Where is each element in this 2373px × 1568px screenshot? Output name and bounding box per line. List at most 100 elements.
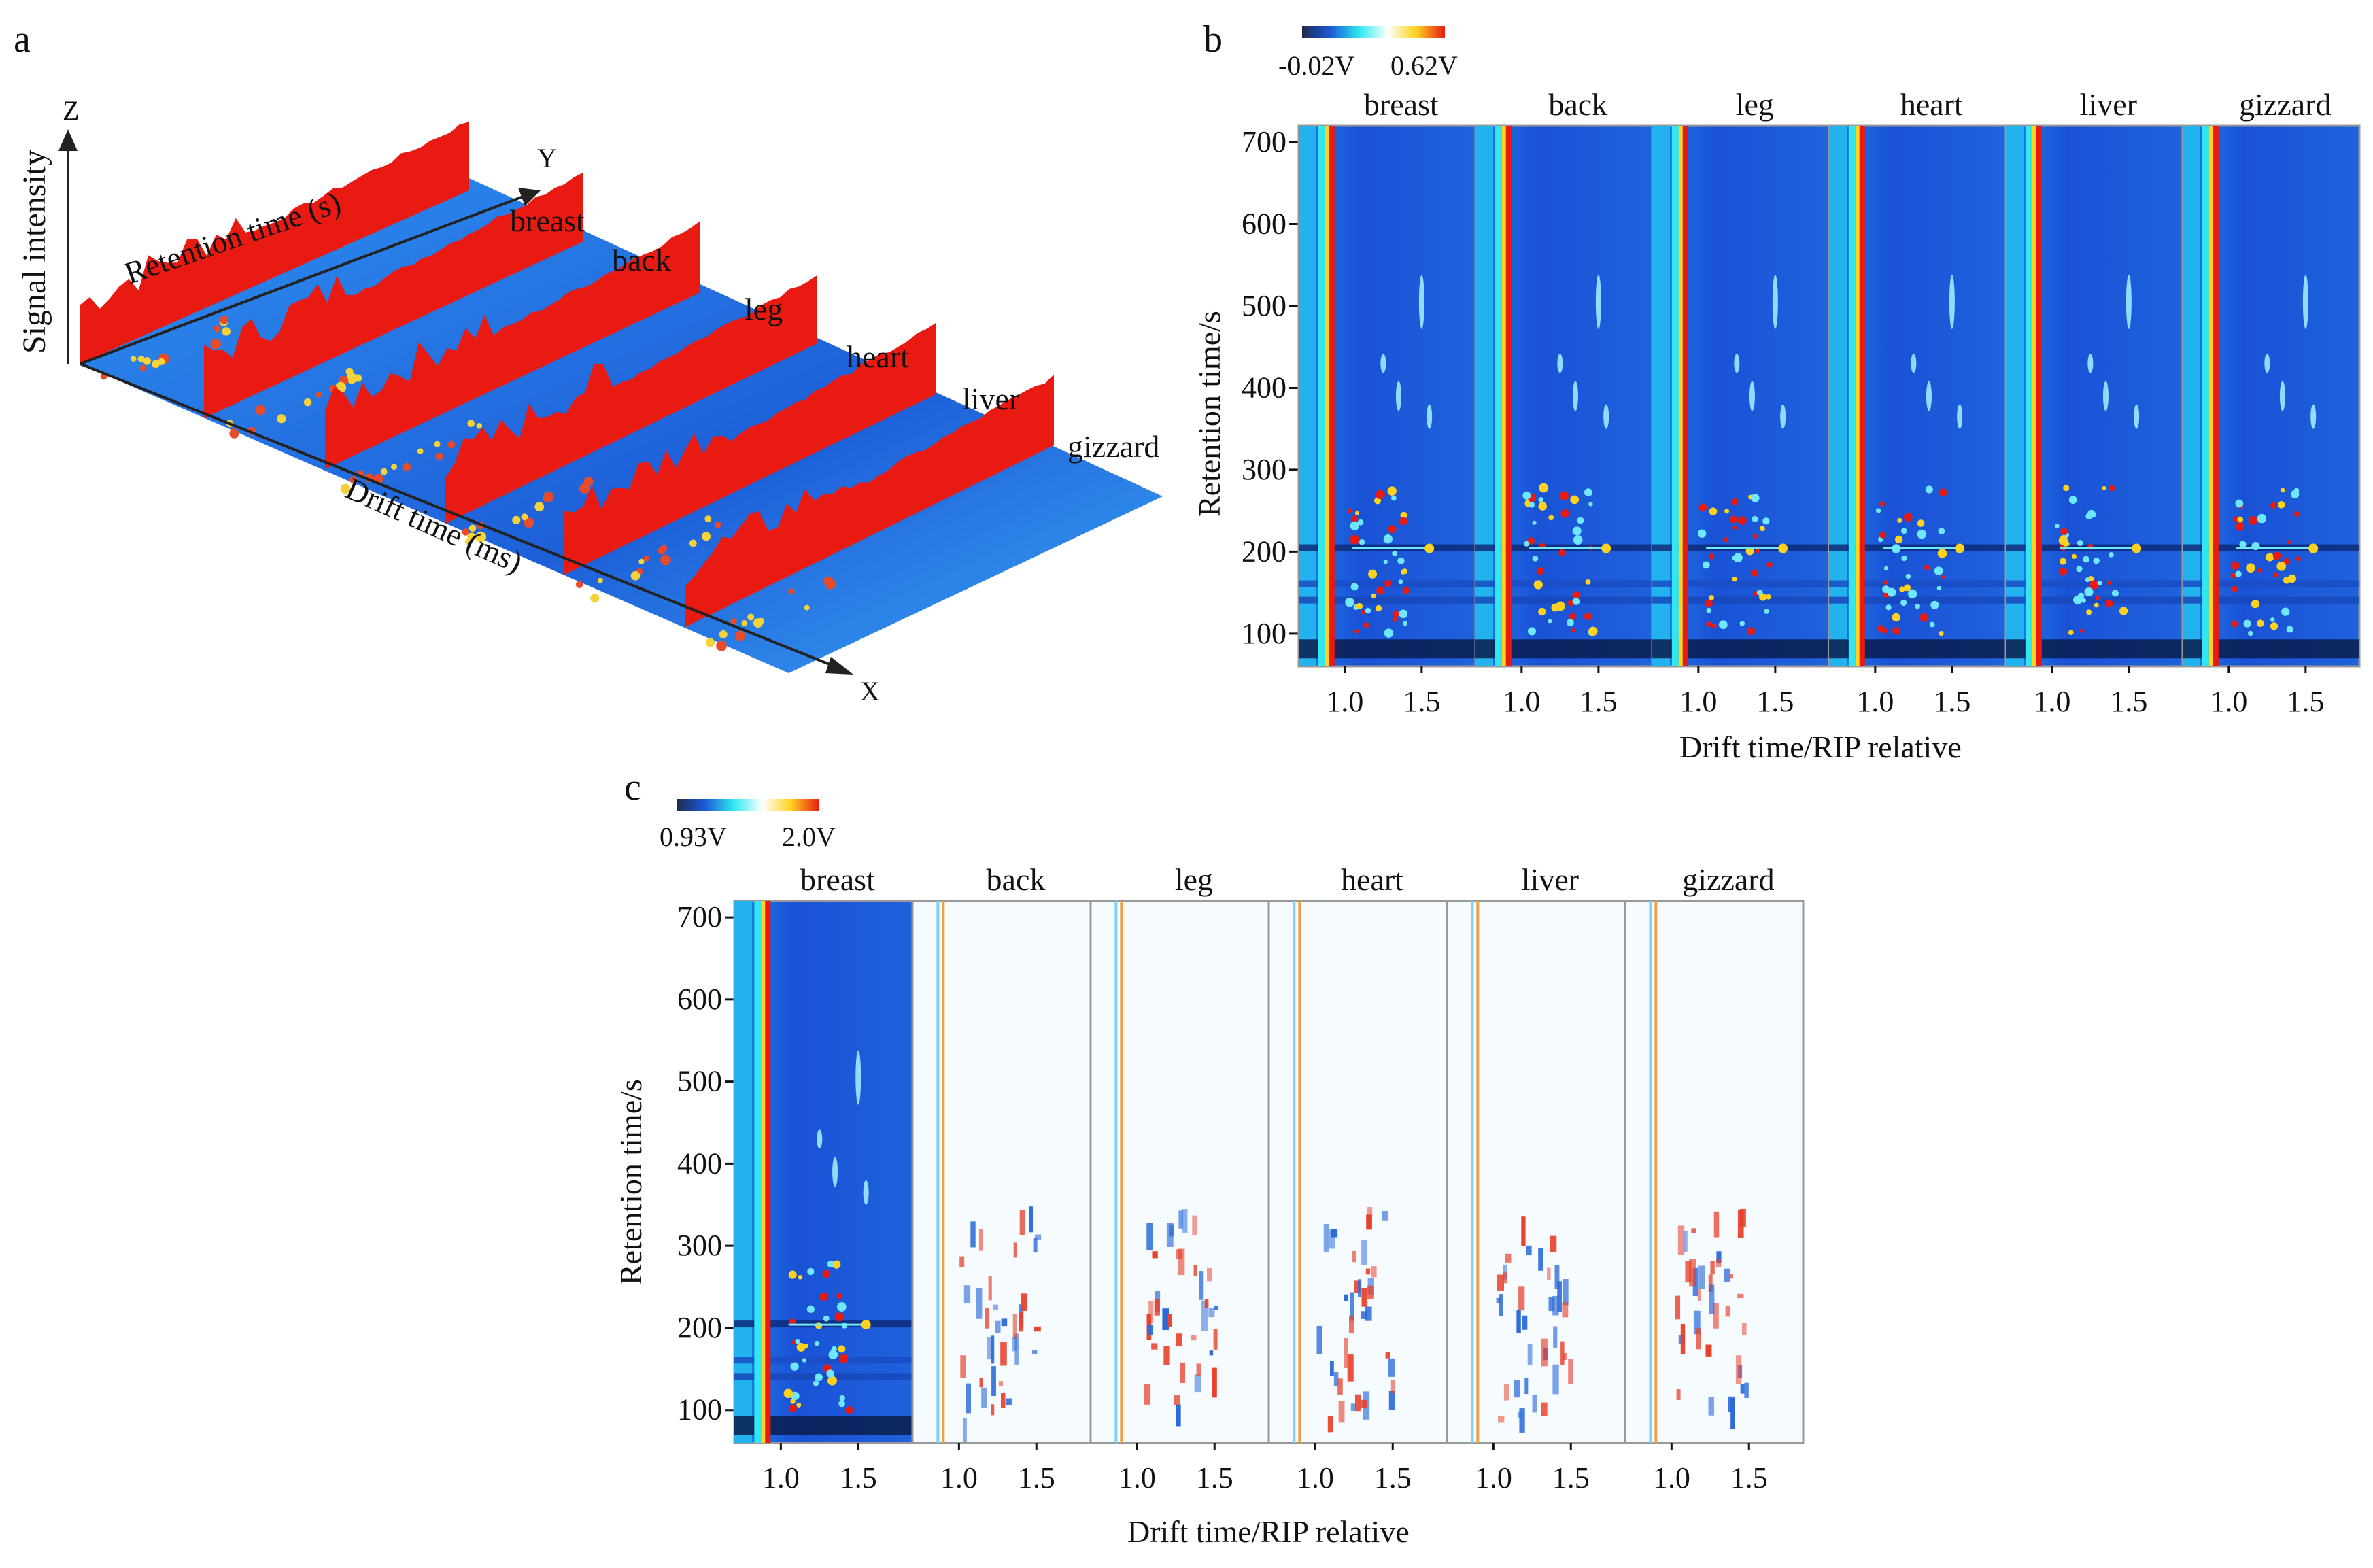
panel-c-diff-peak xyxy=(1385,1352,1390,1359)
panel-a-peak xyxy=(435,452,443,460)
panel-b-peak xyxy=(2270,622,2278,630)
panel-b-peak xyxy=(1766,594,1771,600)
panel-b-xtick-label: 1.0 xyxy=(1503,685,1540,718)
panel-c-diff-peak xyxy=(1201,1300,1208,1331)
panel-c-diff-peak xyxy=(1497,1274,1504,1291)
panel-b-peak xyxy=(2286,626,2293,633)
panel-c-diff-peak xyxy=(1683,1231,1688,1252)
panel-c-peak xyxy=(789,1404,797,1413)
panel-c-diff-peak xyxy=(991,1366,996,1397)
panel-c-diff-peak xyxy=(1001,1318,1008,1327)
panel-b-peak xyxy=(1380,354,1386,373)
panel-c-diff-peak xyxy=(1713,1303,1719,1329)
panel-b-peak xyxy=(1577,517,1584,524)
panel-b-peak xyxy=(2068,630,2074,636)
panel-c-diff-peak xyxy=(1178,1248,1185,1276)
panel-c-diff-peak xyxy=(1713,1211,1720,1238)
panel-c-ytick-label: 300 xyxy=(677,1229,722,1262)
panel-a-peak xyxy=(704,515,712,523)
panel-b-peak xyxy=(1709,507,1718,516)
panel-c-diff-peak xyxy=(1316,1325,1322,1354)
panel-a-peak xyxy=(255,405,266,415)
panel-a-peak xyxy=(534,502,545,512)
panel-b-peak xyxy=(1723,537,1728,543)
panel-b-peak xyxy=(1539,483,1549,493)
panel-b-band xyxy=(2183,596,2359,604)
panel-c-subplot-breast: breast 1.0 1.5 xyxy=(733,862,914,1495)
x-axis-arrowhead xyxy=(825,657,853,675)
panel-a-label-gizzard: gizzard xyxy=(1068,429,1159,464)
panel-c-diff-peak xyxy=(1154,1299,1160,1316)
panel-c-diff-peak xyxy=(1744,1382,1749,1398)
panel-c-diff-peak xyxy=(1675,1295,1681,1320)
panel-b-peak xyxy=(1572,591,1581,600)
panel-c-diff-peak xyxy=(1737,1293,1744,1299)
x-axis xyxy=(80,362,844,671)
panel-b-title-leg: leg xyxy=(1736,87,1774,122)
panel-c-peak xyxy=(832,1260,841,1269)
panel-c-diff-peak xyxy=(1013,1242,1017,1258)
panel-b-peak xyxy=(1903,584,1911,592)
panel-c-diff-peak xyxy=(1148,1301,1154,1323)
y-axis-arrowhead xyxy=(518,188,541,206)
panel-c-rip-cyan xyxy=(1114,901,1118,1443)
panel-b-xlabel: Drift time/RIP relative xyxy=(1679,730,1962,764)
panel-c-rip-cyan xyxy=(936,901,940,1443)
panel-a-peak xyxy=(660,554,671,566)
panel-b-ytick-label: 700 xyxy=(1242,125,1286,158)
panel-c-diff-peak xyxy=(1696,1328,1701,1350)
panel-c-diff-peak xyxy=(1146,1223,1153,1250)
panel-c-rip-yellow xyxy=(761,901,766,1443)
panel-b-peak xyxy=(2054,524,2060,528)
panel-c-xtick-label: 1.0 xyxy=(940,1461,978,1495)
panel-c-left-band xyxy=(734,901,753,1443)
panel-b-peak xyxy=(1533,580,1543,590)
panel-b-peak xyxy=(1778,543,1788,553)
panel-c-diff-peak xyxy=(1365,1268,1371,1275)
panel-b-peak xyxy=(1522,491,1531,500)
panel-b-peak xyxy=(1885,604,1892,611)
panel-b-peak xyxy=(1350,521,1360,530)
panel-c-diff-peak xyxy=(1553,1326,1558,1348)
panel-b-xtick-label: 1.5 xyxy=(1403,685,1440,718)
panel-b-peak xyxy=(1387,486,1397,496)
panel-c-peak xyxy=(798,1274,803,1280)
panel-b-peak xyxy=(1356,602,1363,610)
panel-b-peak xyxy=(1348,508,1353,513)
panel-c-diff-peak xyxy=(1180,1362,1186,1383)
panel-c-diff-peak xyxy=(1388,1391,1395,1410)
panel-b-peak xyxy=(1755,548,1760,553)
panel-b-xtick-label: 1.5 xyxy=(1580,685,1617,718)
panel-c-diff-peak xyxy=(1214,1305,1218,1310)
panel-a-peak xyxy=(152,360,160,369)
panel-c-diff-peak xyxy=(1366,1214,1372,1230)
panel-b-peak xyxy=(1418,274,1424,329)
panel-b-peak xyxy=(2111,590,2119,597)
panel-a-peak xyxy=(524,517,534,528)
panel-b-peak xyxy=(1711,623,1717,629)
panel-c-diff-peak xyxy=(978,1229,983,1251)
panel-b-peak xyxy=(2251,599,2260,609)
panel-b-peak xyxy=(1569,613,1576,620)
panel-c-diff-peak xyxy=(1213,1329,1218,1350)
panel-b-peak xyxy=(1939,631,1944,636)
panel-a-peak xyxy=(158,358,165,366)
panel-c-diff-peak xyxy=(1527,1344,1533,1365)
panel-c-diff-peak xyxy=(1710,1261,1715,1275)
panel-c-diff-peak xyxy=(1541,1402,1548,1416)
panel-b-peak xyxy=(1879,532,1886,539)
panel-c-diff-peak xyxy=(1194,1374,1201,1393)
panel-c-diff-peak xyxy=(1503,1384,1509,1401)
panel-b-peak xyxy=(1354,629,1359,634)
panel-b-peak xyxy=(1532,520,1537,525)
panel-c-peak xyxy=(790,1362,799,1371)
panel-c-peak xyxy=(841,1304,846,1309)
panel-b-peak xyxy=(2073,595,2083,605)
panel-b-peak xyxy=(2237,516,2244,523)
panel-b-rip-cyan xyxy=(1848,126,1856,666)
panel-c-diff-peak xyxy=(1361,1239,1368,1265)
panel-c-diff-peak xyxy=(960,1355,966,1378)
panel-a-peak xyxy=(143,357,151,365)
panel-c-diff-peak xyxy=(1166,1223,1174,1247)
